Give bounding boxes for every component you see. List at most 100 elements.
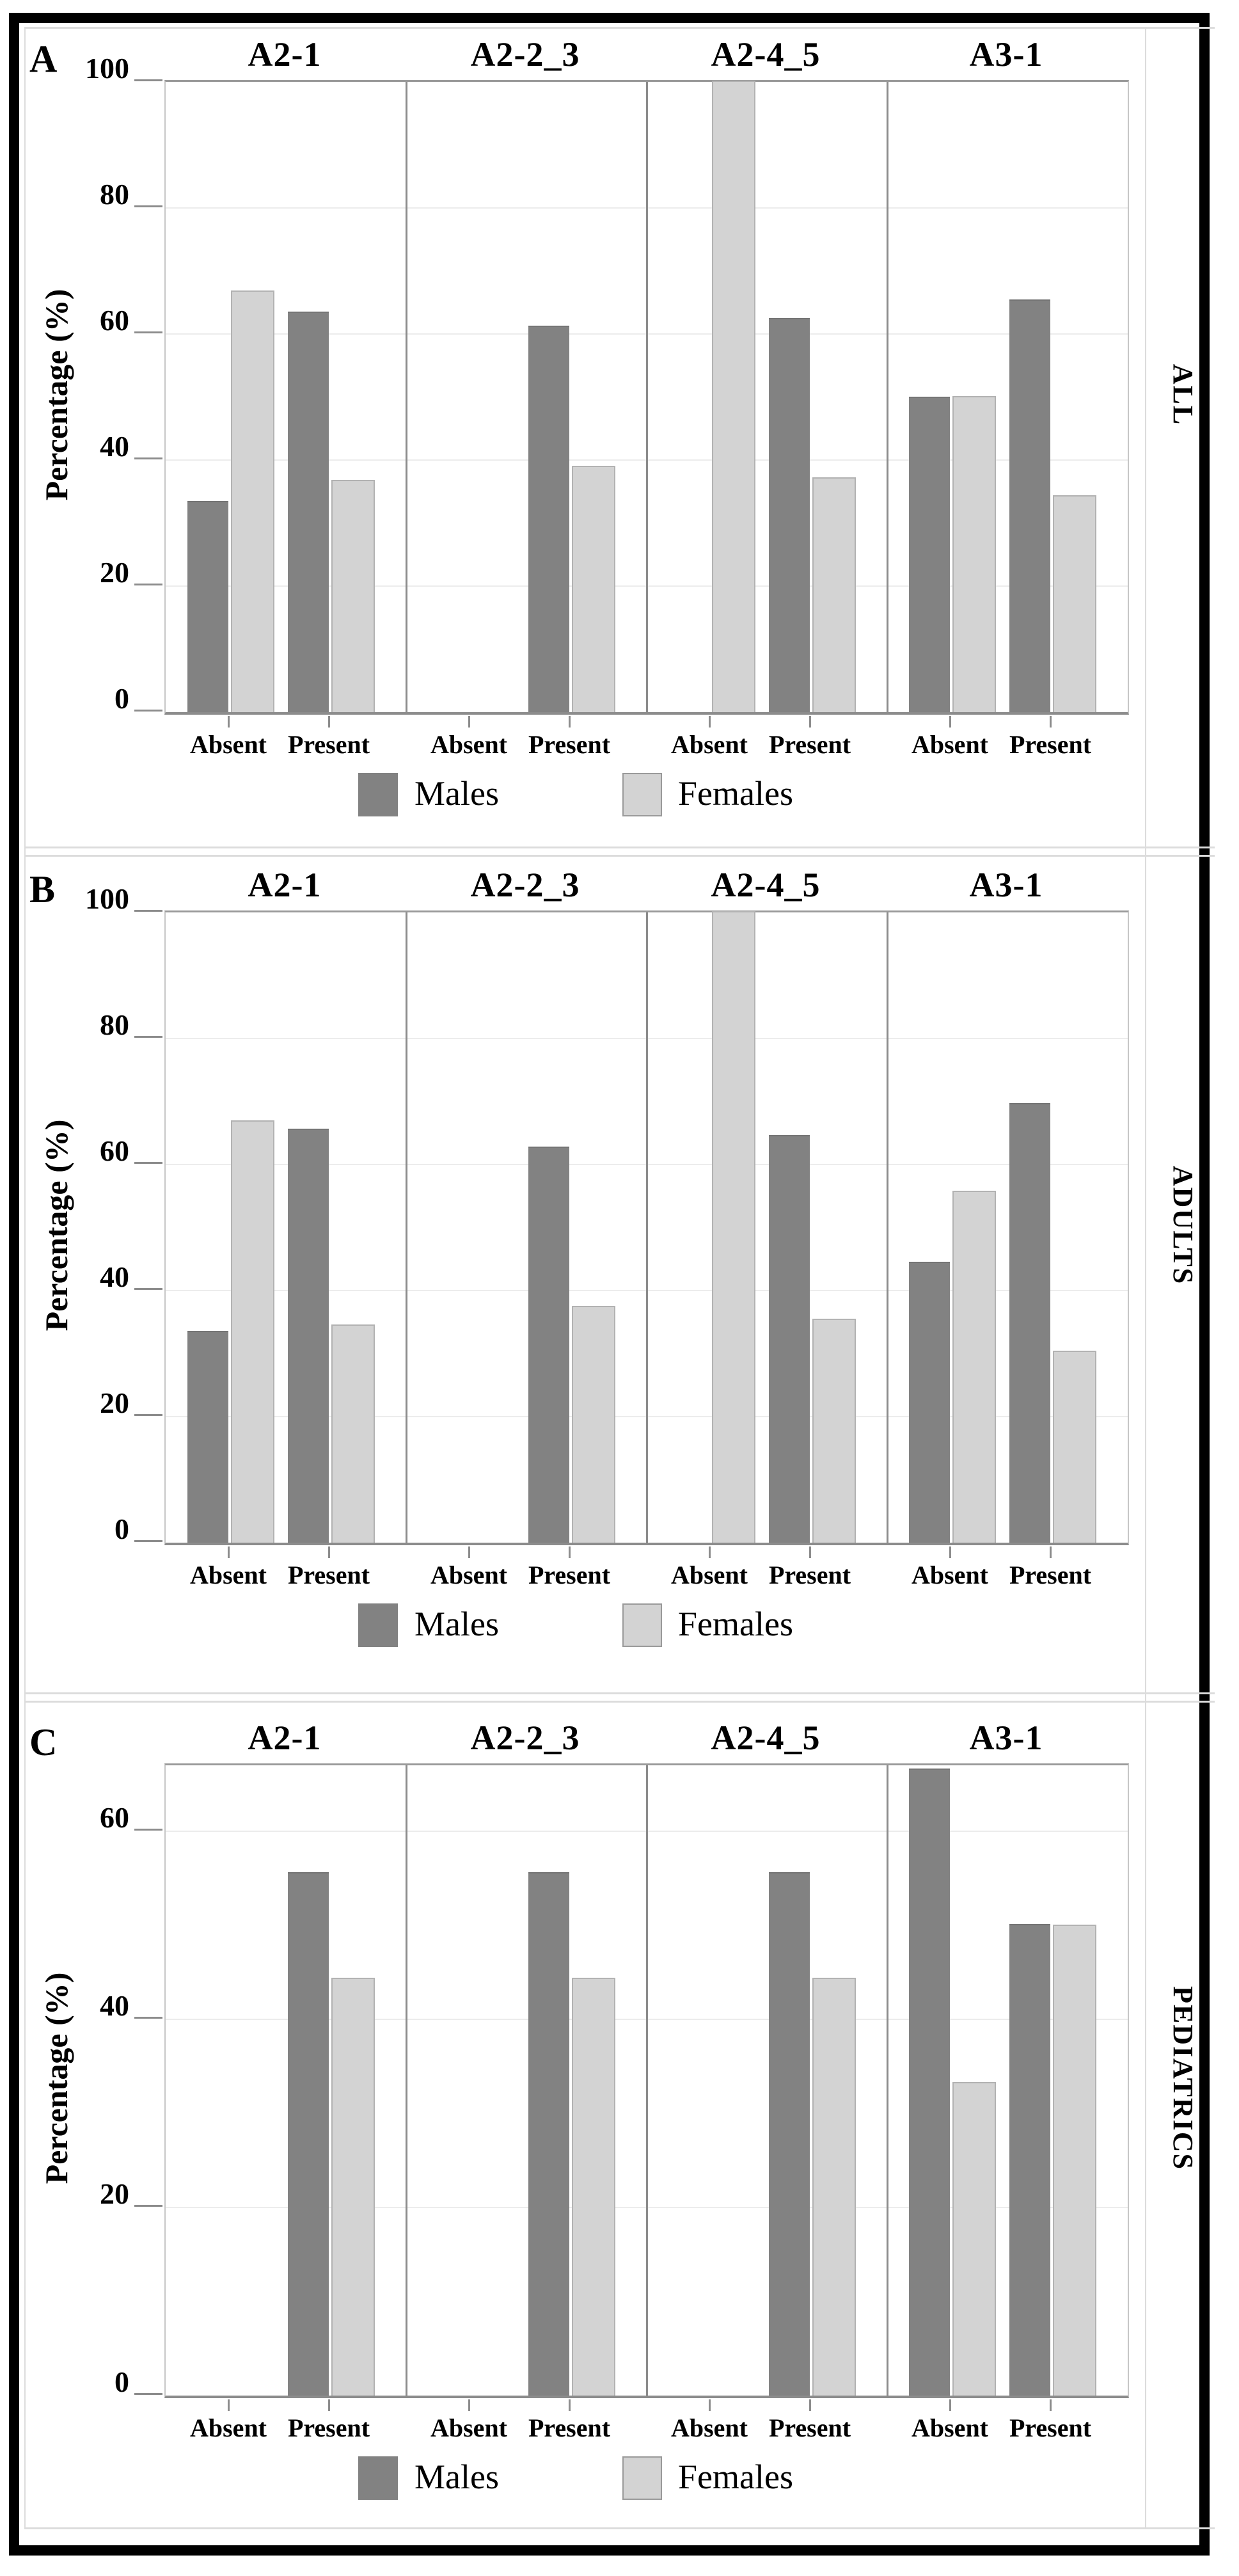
panel-b: B Percentage (%) 0 20 40 60 80 100 A2-1 Absent Pre… (0, 856, 1239, 1678)
x-tick-mark (709, 2399, 711, 2411)
y-tick-mark (134, 457, 162, 459)
y-tick-label: 20 (100, 1387, 129, 1419)
plot-area-a (164, 80, 1129, 715)
x-tick-mark (569, 2399, 571, 2411)
bar-b-a3-1-present-males (1009, 1103, 1050, 1543)
y-tick-label: 0 (114, 682, 129, 715)
separator-side-column (1145, 28, 1146, 2527)
bar-c-a2-4_5-present-males (769, 1872, 810, 2396)
group-label-absent: Absent (189, 1561, 267, 1589)
bar-c-a2-2_3-present-females (572, 1978, 615, 2396)
bar-b-a2-2_3-present-males (528, 1147, 569, 1543)
group-label-present: Present (768, 2413, 851, 2442)
y-tick-mark (134, 2204, 162, 2207)
y-tick-mark (134, 1036, 162, 1038)
panel-c: C Percentage (%) 0 20 40 60 A2-1 Absent Present A… (0, 1709, 1239, 2531)
legend-swatch-males (358, 1603, 398, 1647)
y-tick-label: 60 (100, 304, 129, 337)
subpanel-divider (646, 82, 648, 712)
x-tick-mark (468, 716, 470, 727)
separator-a-b-1 (24, 847, 1215, 848)
bar-b-a2-4_5-present-females (812, 1319, 856, 1543)
group-label-absent: Absent (911, 1561, 989, 1589)
bar-a-a2-1-absent-females (231, 290, 274, 712)
y-tick-label: 80 (100, 178, 129, 211)
x-tick-mark (228, 1546, 230, 1558)
bar-b-a3-1-present-females (1053, 1351, 1096, 1543)
x-tick-mark (809, 716, 811, 727)
group-label-absent: Absent (911, 2413, 989, 2442)
subpanel-title: A3-1 (969, 35, 1043, 74)
x-tick-mark (949, 1546, 951, 1558)
bar-a-a2-2_3-present-females (572, 466, 615, 712)
bar-c-a2-1-present-males (288, 1872, 329, 2396)
x-tick-mark (569, 716, 571, 727)
y-tick-label: 80 (100, 1008, 129, 1041)
bar-b-a2-2_3-present-females (572, 1306, 615, 1543)
group-label-present: Present (287, 2413, 370, 2442)
subpanel-title: A2-4_5 (711, 866, 821, 904)
subpanel-divider (887, 82, 888, 712)
y-tick-label: 0 (114, 1513, 129, 1545)
separator-b-c-2 (24, 1701, 1215, 1703)
bar-a-a3-1-present-males (1009, 299, 1050, 712)
y-tick-mark (134, 1162, 162, 1164)
x-tick-mark (328, 2399, 330, 2411)
group-label-absent: Absent (670, 1561, 748, 1589)
subpanel-divider (406, 912, 407, 1543)
bar-b-a2-1-present-males (288, 1129, 329, 1543)
panel-letter: A (29, 38, 58, 80)
bar-b-a2-4_5-absent-females (712, 911, 755, 1543)
side-label-all: ALL (1167, 363, 1199, 426)
y-tick-label: 40 (100, 430, 129, 463)
y-tick-label: 0 (114, 2365, 129, 2398)
y-tick-label: 60 (100, 1801, 129, 1834)
group-label-absent: Absent (430, 730, 508, 759)
legend-label-females: Females (678, 2458, 793, 2496)
y-tick-mark (134, 710, 162, 712)
legend-swatch-males (358, 773, 398, 816)
bar-a-a2-4_5-present-females (812, 477, 856, 712)
figure-border (9, 13, 1210, 2556)
y-tick-label: 40 (100, 1989, 129, 2022)
legend-label-males: Males (414, 2458, 499, 2496)
y-tick-mark (134, 1540, 162, 1542)
separator-a-b-2 (24, 855, 1215, 857)
group-label-absent: Absent (670, 2413, 748, 2442)
y-tick-mark (134, 2016, 162, 2019)
bar-b-a2-1-present-females (331, 1324, 375, 1543)
y-tick-mark (134, 2393, 162, 2395)
subpanel-divider (887, 912, 888, 1543)
x-tick-mark (468, 1546, 470, 1558)
bar-a-a2-1-present-females (331, 480, 375, 712)
group-label-absent: Absent (670, 730, 748, 759)
legend-label-females: Females (678, 774, 793, 813)
group-label-absent: Absent (430, 2413, 508, 2442)
x-tick-mark (809, 2399, 811, 2411)
group-label-present: Present (1009, 2413, 1092, 2442)
group-label-present: Present (768, 1561, 851, 1589)
y-tick-mark (134, 584, 162, 585)
separator-left (24, 28, 26, 2527)
x-tick-mark (709, 716, 711, 727)
group-label-present: Present (528, 730, 611, 759)
y-tick-label: 100 (85, 882, 129, 915)
bar-a-a2-2_3-present-males (528, 326, 569, 712)
y-tick-mark (134, 910, 162, 912)
x-tick-mark (228, 2399, 230, 2411)
x-tick-mark (1050, 716, 1052, 727)
legend-label-females: Females (678, 1605, 793, 1643)
bar-c-a2-1-present-females (331, 1978, 375, 2396)
y-tick-label: 40 (100, 1260, 129, 1293)
y-tick-label: 100 (85, 52, 129, 84)
x-tick-mark (1050, 2399, 1052, 2411)
x-tick-mark (228, 716, 230, 727)
bar-a-a3-1-absent-males (909, 397, 950, 712)
x-tick-mark (949, 716, 951, 727)
subpanel-title: A3-1 (969, 1719, 1043, 1757)
group-label-present: Present (528, 1561, 611, 1589)
legend-swatch-females (622, 2456, 662, 2500)
x-tick-mark (1050, 1546, 1052, 1558)
separator-top (24, 27, 1215, 29)
